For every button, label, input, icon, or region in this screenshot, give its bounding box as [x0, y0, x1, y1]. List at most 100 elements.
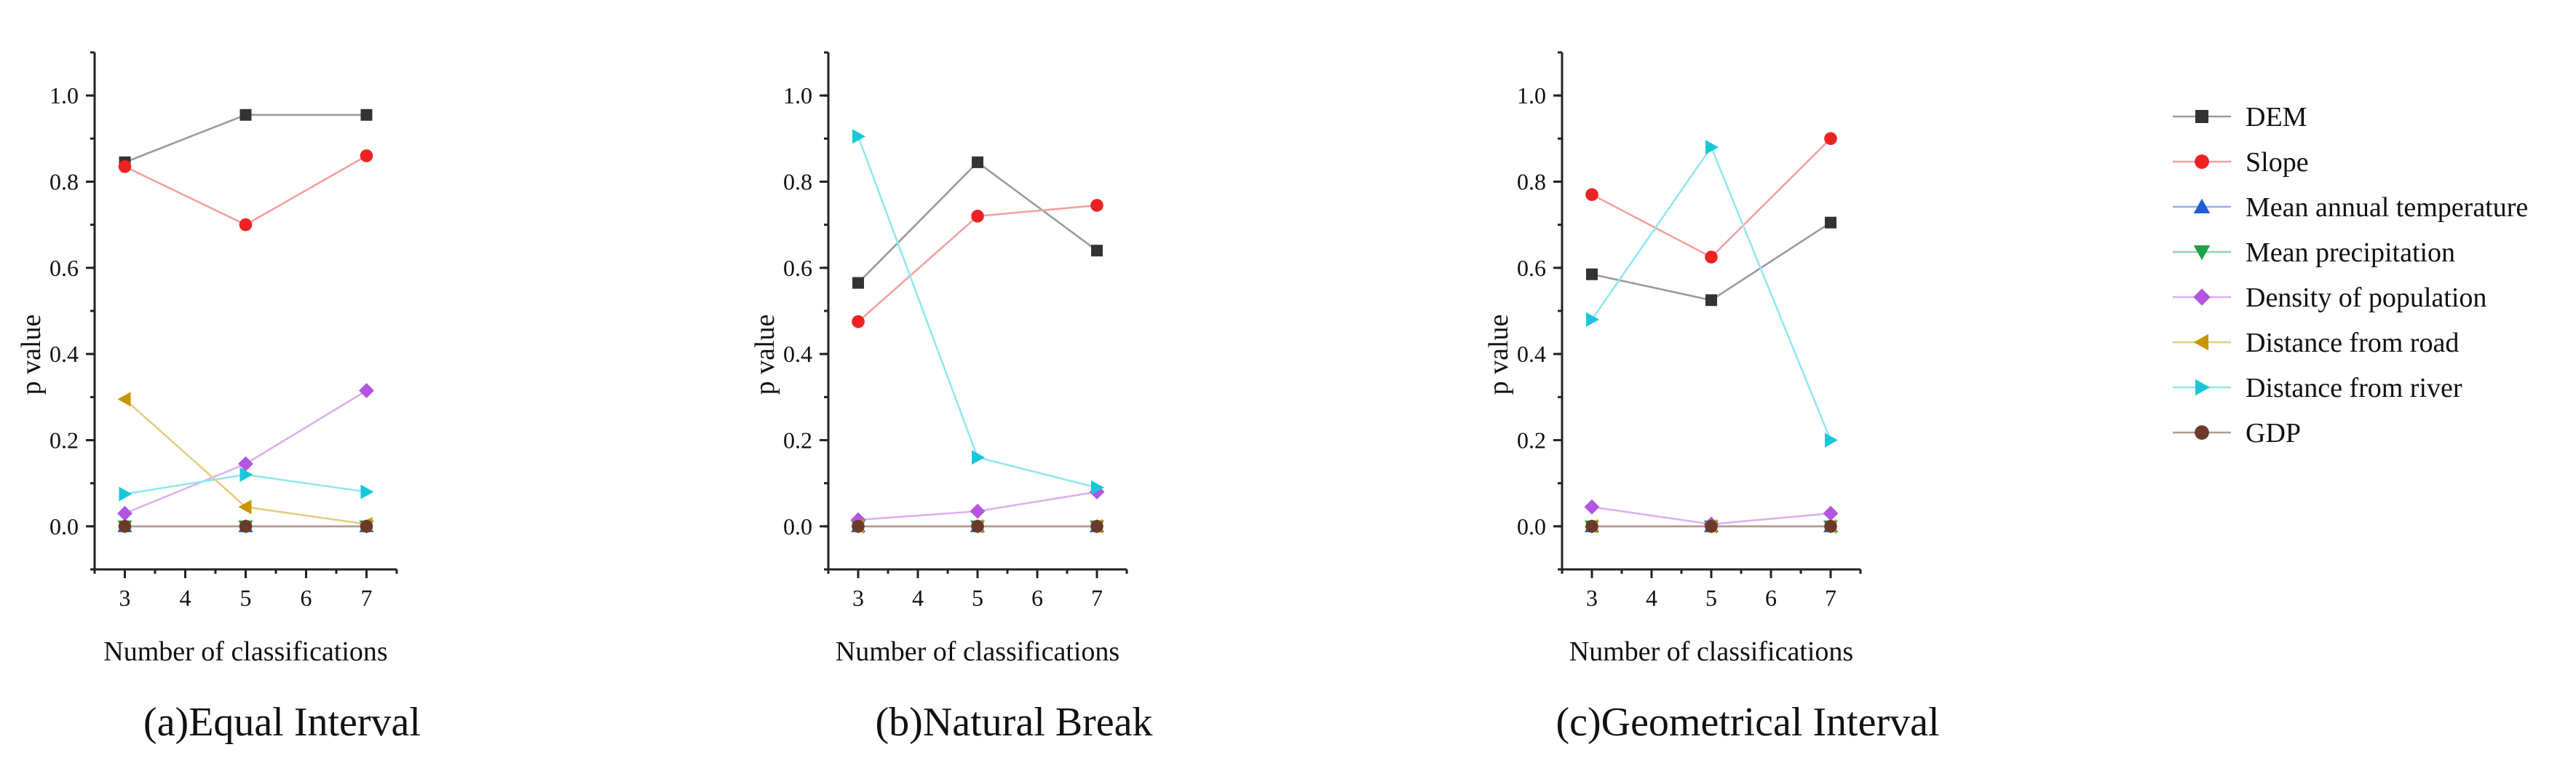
x-tick-label: 4 [912, 585, 924, 611]
series-distance-from-river [852, 129, 1104, 495]
legend-item-distance-from-road: Distance from road [2173, 328, 2459, 358]
x-axis-title: Number of classifications [1569, 636, 1853, 667]
x-tick-label: 7 [1825, 585, 1836, 611]
x-tick-label: 6 [301, 585, 312, 611]
data-point-distance-from-road [117, 392, 131, 407]
series-line-dem [857, 161, 1098, 284]
chart-panel-c: 0.0 0.2 0.4 0.6 0.8 1.0 3 4 5 6 7 Number of classif… [1483, 51, 1940, 745]
x-tick-label: 7 [1091, 585, 1103, 611]
legend-label: Distance from river [2246, 373, 2462, 403]
y-axis-title: p value [1483, 315, 1514, 395]
y-tick-label: 0.6 [49, 255, 79, 281]
series-line-slope [1591, 138, 1831, 258]
data-point-gdp [239, 520, 253, 533]
data-point-gdp [1090, 520, 1103, 533]
data-point-gdp [852, 520, 865, 533]
y-tick-label: 0.4 [49, 341, 79, 367]
data-point-slope [971, 210, 984, 223]
series-dem [1586, 216, 1836, 307]
data-point-dem [1091, 245, 1103, 257]
data-point-dem [360, 108, 373, 121]
y-tick-label: 0.0 [49, 513, 79, 540]
series-gdp [852, 520, 1103, 533]
series-line-dem [124, 114, 367, 164]
series-distance-from-river [1586, 140, 1838, 448]
legend-item-mean-precipitation: Mean precipitation [2173, 237, 2455, 268]
x-tick-label: 5 [1705, 585, 1717, 611]
data-point-distance-from-river [1825, 433, 1838, 448]
data-point-slope [118, 159, 132, 173]
legend-label: Distance from road [2246, 328, 2459, 358]
series-line-slope [124, 154, 368, 226]
x-tick-label: 3 [852, 585, 864, 611]
legend-marker [2195, 425, 2209, 440]
panel-caption: (b)Natural Break [876, 700, 1153, 745]
series-density-of-population [850, 484, 1105, 528]
x-tick-label: 7 [361, 585, 373, 611]
data-point-distance-from-river [1091, 480, 1104, 495]
data-point-slope [1090, 199, 1103, 212]
chart-panels: 0.0 0.2 0.4 0.6 0.8 1.0 3 4 5 6 7 Number of classif… [16, 51, 1940, 745]
series-gdp [118, 520, 373, 533]
y-tick-label: 0.0 [783, 513, 812, 540]
y-tick-label: 0.8 [49, 169, 79, 195]
y-tick-label: 0.8 [1517, 169, 1546, 195]
panel-caption: (c)Geometrical Interval [1555, 700, 1939, 745]
legend-item-density-of-population: Density of population [2173, 283, 2486, 313]
legend-item-distance-from-river: Distance from river [2173, 373, 2462, 403]
y-tick-label: 0.2 [1517, 427, 1546, 454]
x-tick-label: 6 [1765, 585, 1777, 611]
data-point-distance-from-river [972, 450, 985, 465]
data-point-dem [972, 156, 983, 168]
x-axis-title: Number of classifications [103, 636, 387, 667]
series-slope [1585, 132, 1837, 264]
data-point-distance-from-river [239, 467, 253, 482]
data-point-slope [1585, 188, 1598, 202]
legend-marker [2193, 198, 2211, 213]
x-tick-label: 3 [119, 585, 131, 611]
data-point-slope [239, 218, 253, 232]
series-gdp [1585, 520, 1837, 533]
legend-marker [2193, 245, 2211, 261]
data-point-slope [1824, 132, 1837, 146]
legend-label: DEM [2246, 102, 2307, 133]
series-line-distance-from-river [857, 135, 1098, 489]
y-tick-label: 0.4 [783, 341, 812, 367]
data-point-distance-from-river [1705, 140, 1719, 155]
series-dem [119, 108, 373, 168]
data-point-slope [852, 315, 865, 328]
data-point-gdp [118, 520, 132, 533]
y-tick-label: 0.2 [49, 427, 79, 454]
data-point-density-of-population [1823, 505, 1839, 521]
x-tick-label: 6 [1031, 585, 1043, 611]
y-tick-label: 1.0 [1517, 82, 1546, 108]
x-axis-title: Number of classifications [836, 636, 1119, 667]
x-tick-label: 3 [1586, 585, 1598, 611]
y-tick-label: 0.6 [783, 255, 812, 281]
data-point-dem [1586, 268, 1598, 280]
data-point-density-of-population [238, 456, 253, 472]
data-point-dem [1825, 216, 1836, 229]
legend-label: GDP [2246, 418, 2301, 449]
data-point-density-of-population [359, 383, 374, 398]
data-point-gdp [360, 520, 373, 533]
y-tick-label: 1.0 [49, 82, 79, 108]
x-tick-label: 4 [1646, 585, 1657, 611]
data-point-dem [1705, 294, 1717, 307]
data-point-dem [239, 108, 252, 121]
legend-label: Mean annual temperature [2246, 192, 2528, 223]
data-point-density-of-population [1584, 499, 1600, 515]
legend-label: Mean precipitation [2246, 237, 2455, 268]
series-density-of-population [117, 383, 374, 521]
legend-marker [2193, 333, 2208, 351]
data-point-gdp [1705, 520, 1718, 533]
data-point-slope [360, 149, 373, 162]
y-tick-label: 0.4 [1517, 341, 1546, 367]
data-point-distance-from-river [852, 129, 865, 144]
x-tick-label: 5 [972, 585, 983, 611]
legend-marker [2195, 154, 2209, 169]
data-point-dem [852, 277, 864, 289]
legend-item-dem: DEM [2173, 102, 2307, 133]
y-tick-label: 0.8 [783, 169, 812, 195]
